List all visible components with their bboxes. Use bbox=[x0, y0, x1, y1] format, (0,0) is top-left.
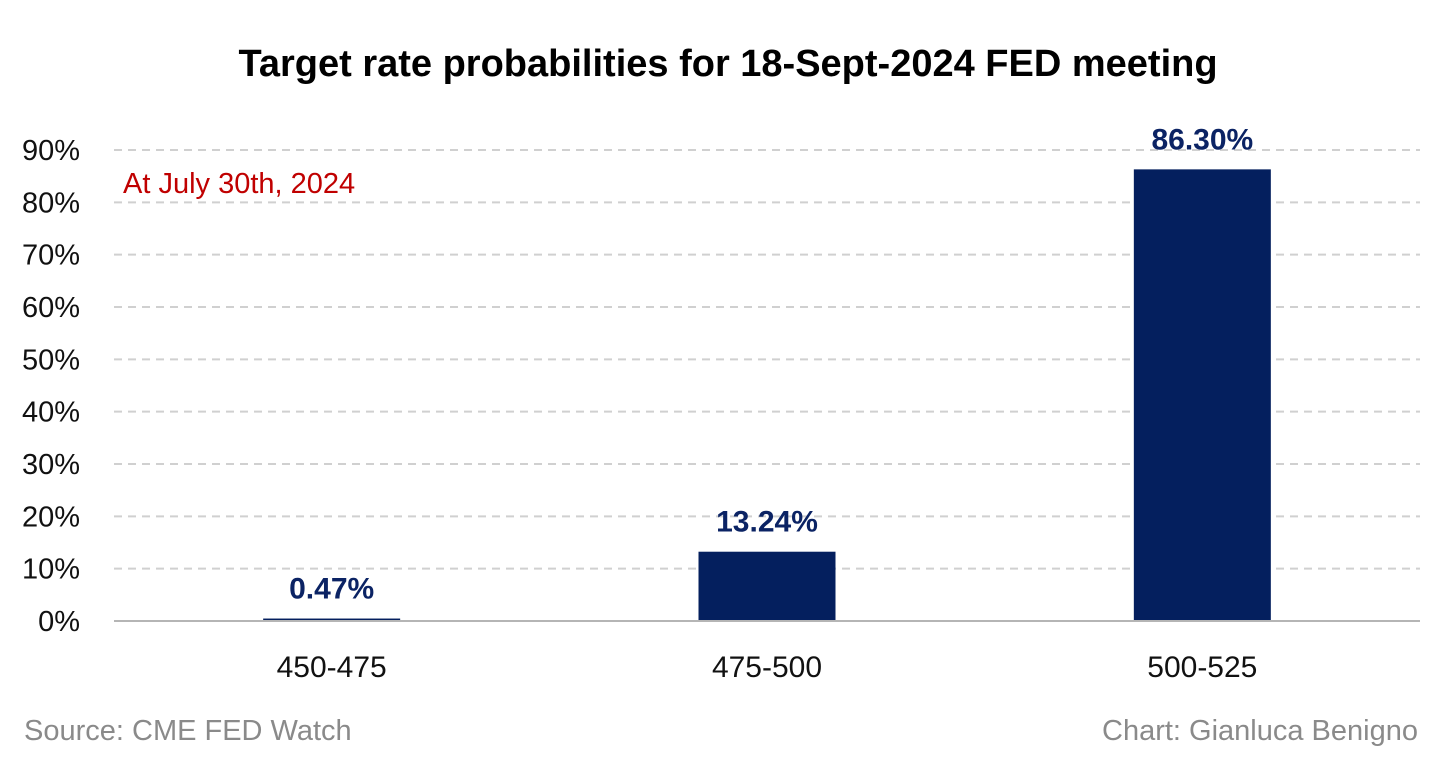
bar-450-475 bbox=[263, 618, 401, 621]
date-annotation: At July 30th, 2024 bbox=[123, 168, 355, 200]
x-tick-label: 475-500 bbox=[712, 651, 822, 684]
chart-title: Target rate probabilities for 18-Sept-20… bbox=[238, 43, 1217, 85]
y-tick-label: 60% bbox=[22, 292, 80, 324]
data-labels: 0.47% 13.24% 86.30% bbox=[289, 123, 1253, 605]
y-tick-label: 50% bbox=[22, 344, 80, 376]
y-tick-label: 90% bbox=[22, 135, 80, 167]
gridlines bbox=[114, 149, 1420, 570]
y-tick-label: 40% bbox=[22, 397, 80, 429]
chart-credit: Chart: Gianluca Benigno bbox=[1102, 715, 1418, 747]
y-tick-label: 20% bbox=[22, 501, 80, 533]
y-tick-label: 80% bbox=[22, 187, 80, 219]
bar-500-525 bbox=[1133, 169, 1271, 621]
source-note: Source: CME FED Watch bbox=[24, 715, 352, 747]
data-label-450-475: 0.47% bbox=[289, 573, 374, 606]
y-axis-ticks: 0% 10% 20% 30% 40% 50% 60% 70% 80% 90% bbox=[22, 135, 80, 638]
y-tick-label: 70% bbox=[22, 240, 80, 272]
y-tick-label: 10% bbox=[22, 554, 80, 586]
bar-475-500 bbox=[698, 551, 836, 621]
data-label-475-500: 13.24% bbox=[716, 506, 818, 539]
y-tick-label: 0% bbox=[38, 606, 80, 638]
y-tick-label: 30% bbox=[22, 449, 80, 481]
x-axis-ticks: 450-475 475-500 500-525 bbox=[277, 651, 1258, 684]
x-tick-label: 500-525 bbox=[1147, 651, 1257, 684]
x-tick-label: 450-475 bbox=[277, 651, 387, 684]
bars bbox=[263, 169, 1271, 621]
data-label-500-525: 86.30% bbox=[1151, 123, 1253, 156]
